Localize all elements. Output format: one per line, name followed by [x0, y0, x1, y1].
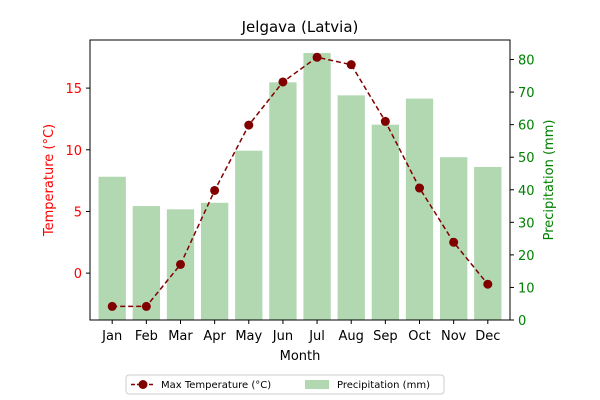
left-y-axis: 0 5 10 15: [65, 82, 90, 282]
temp-point-nov: [449, 237, 459, 247]
precip-bar-may: [235, 150, 263, 320]
precip-bar-aug: [337, 95, 365, 320]
temp-point-aug: [346, 60, 356, 70]
right-tick-label: 80: [518, 54, 535, 69]
chart-title: Jelgava (Latvia): [241, 18, 359, 36]
x-tick-label: Oct: [408, 329, 430, 344]
temp-point-may: [244, 120, 254, 130]
line-layer: [107, 52, 493, 311]
temp-point-oct: [415, 183, 425, 193]
x-axis-label: Month: [280, 349, 321, 364]
temp-point-apr: [210, 185, 220, 195]
temp-point-jul: [312, 52, 322, 62]
temp-point-mar: [175, 259, 185, 269]
right-tick-label: 10: [518, 281, 535, 296]
legend-label-temperature: Max Temperature (°C): [161, 380, 271, 391]
temp-point-jun: [278, 77, 288, 87]
temp-point-sep: [380, 116, 390, 126]
right-tick-label: 20: [518, 249, 535, 264]
right-tick-label: 60: [518, 119, 535, 134]
left-tick-label: 5: [74, 205, 82, 220]
legend-bar-swatch: [305, 380, 329, 389]
precip-bar-sep: [371, 124, 400, 321]
x-tick-label: Jan: [101, 329, 122, 344]
precip-bar-dec: [474, 166, 502, 320]
precip-bar-oct: [405, 98, 434, 321]
precip-bar-apr: [200, 202, 229, 320]
temp-point-feb: [141, 301, 151, 311]
left-tick-label: 10: [65, 144, 82, 159]
right-tick-label: 70: [518, 86, 535, 101]
legend: Max Temperature (°C) Precipitation (mm): [125, 374, 445, 395]
precip-bar-jun: [269, 82, 297, 320]
x-tick-label: Feb: [135, 329, 158, 344]
left-axis-label: Temperature (°C): [42, 124, 57, 237]
x-axis: Jan Feb Mar Apr May Jun Jul Aug Sep Oct Nov Dec: [101, 320, 500, 344]
left-tick-label: 0: [74, 267, 82, 282]
legend-line-marker: [138, 380, 148, 389]
x-tick-label: Aug: [339, 329, 364, 344]
precip-bar-feb: [132, 206, 160, 320]
x-tick-label: Mar: [168, 329, 193, 344]
right-axis-label: Precipitation (mm): [542, 120, 557, 241]
x-tick-label: Jul: [308, 329, 325, 344]
x-tick-label: Dec: [475, 329, 500, 344]
x-tick-label: Apr: [203, 329, 226, 344]
right-tick-label: 30: [518, 216, 535, 231]
temp-point-dec: [483, 279, 493, 289]
x-tick-label: Jun: [272, 329, 293, 344]
x-tick-label: May: [235, 329, 262, 344]
right-tick-label: 40: [518, 184, 535, 199]
x-tick-label: Sep: [373, 329, 398, 344]
right-y-axis: 0 10 20 30 40 50 60 70 80: [510, 54, 535, 329]
plot-frame: [89, 39, 511, 321]
right-tick-label: 50: [518, 151, 535, 166]
legend-label-precipitation: Precipitation (mm): [337, 380, 430, 391]
bars-layer: [98, 53, 502, 321]
right-tick-label: 0: [518, 314, 526, 329]
legend-box: [125, 374, 445, 395]
x-tick-label: Nov: [441, 329, 467, 344]
left-tick-label: 15: [65, 82, 82, 97]
precip-bar-jul: [303, 53, 331, 320]
precip-bar-jan: [98, 176, 126, 320]
temp-point-jan: [107, 301, 117, 311]
